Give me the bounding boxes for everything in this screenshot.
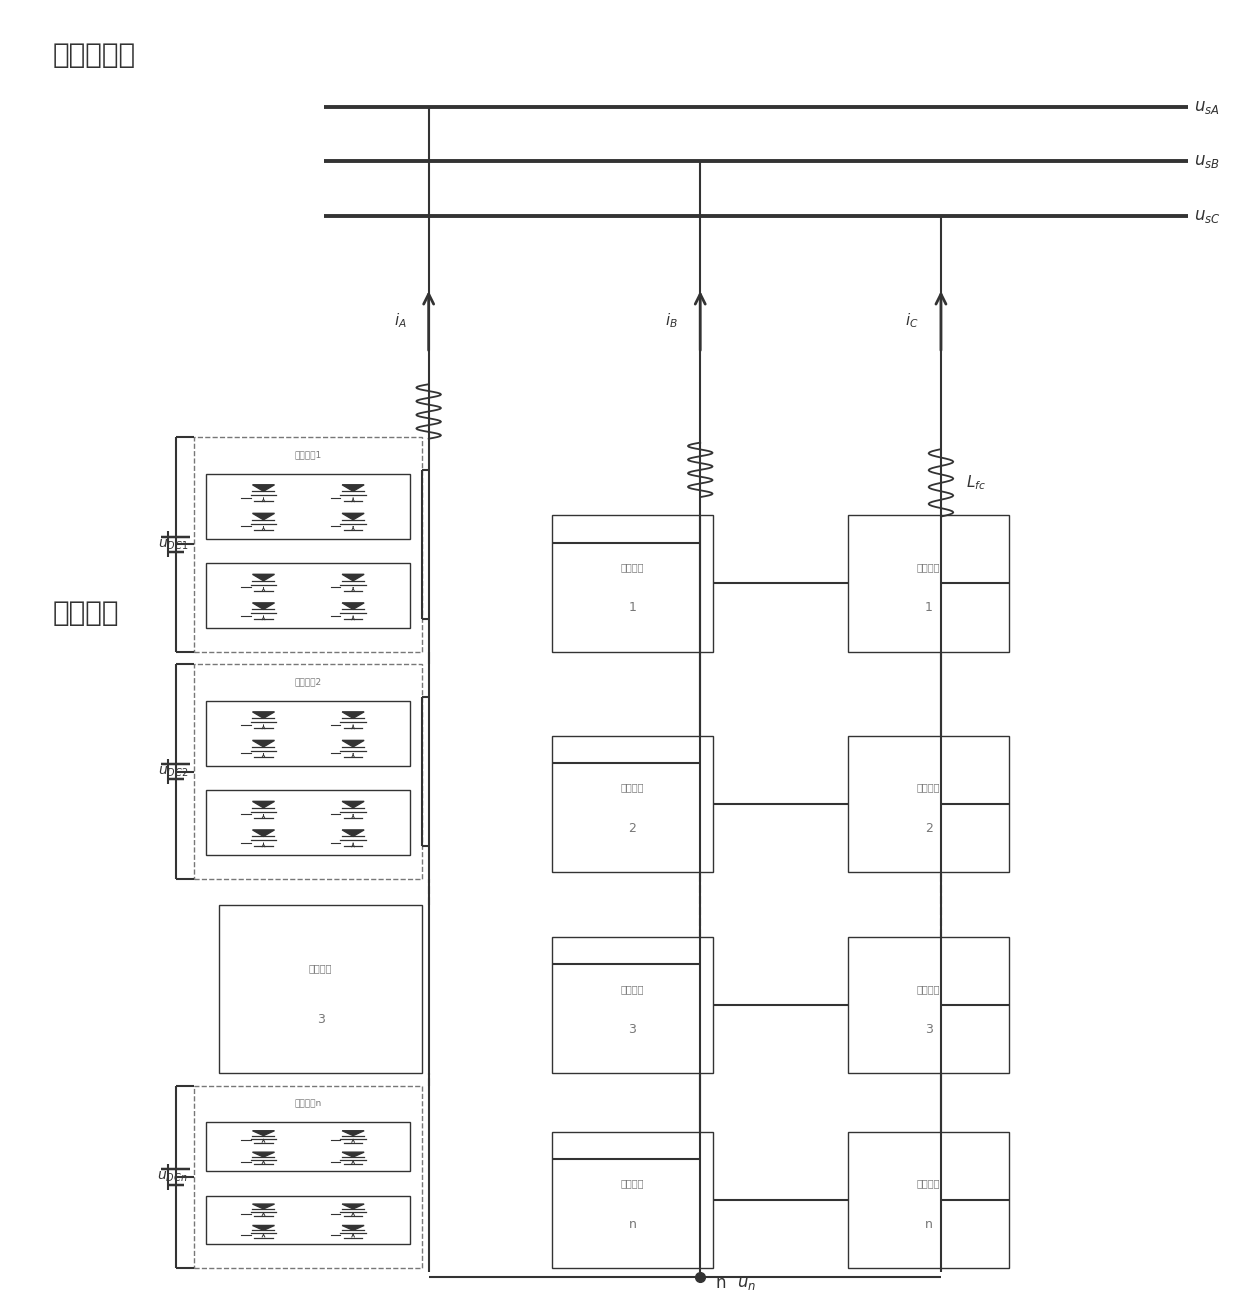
Bar <box>552 1131 713 1268</box>
Text: 换流器链n: 换流器链n <box>295 1100 322 1108</box>
Text: $u_{sB}$: $u_{sB}$ <box>1194 152 1220 171</box>
Bar <box>848 1131 1009 1268</box>
Bar <box>207 1196 410 1244</box>
Text: $i_A$: $i_A$ <box>393 311 407 330</box>
Text: 级联模块: 级联模块 <box>916 1178 940 1188</box>
Bar <box>848 736 1009 872</box>
Text: 交流系统侧: 交流系统侧 <box>52 40 135 69</box>
Text: 3: 3 <box>925 1023 932 1036</box>
Text: 换流器链1: 换流器链1 <box>295 451 322 460</box>
Polygon shape <box>253 1152 274 1157</box>
Text: $u_{DC1}$: $u_{DC1}$ <box>157 537 188 551</box>
Bar <box>207 1122 410 1171</box>
Text: n: n <box>925 1218 932 1231</box>
Polygon shape <box>253 1225 274 1230</box>
Text: n: n <box>715 1274 725 1293</box>
Text: $u_n$: $u_n$ <box>738 1274 756 1293</box>
Text: 控制模块: 控制模块 <box>620 562 644 572</box>
Text: 级联模块: 级联模块 <box>916 783 940 792</box>
Text: 控制模块: 控制模块 <box>620 1178 644 1188</box>
Polygon shape <box>342 711 365 718</box>
Polygon shape <box>342 513 365 520</box>
Polygon shape <box>253 575 274 581</box>
Text: $u_{sC}$: $u_{sC}$ <box>1194 207 1220 224</box>
Bar <box>552 937 713 1074</box>
Text: $u_{DC2}$: $u_{DC2}$ <box>157 765 188 779</box>
Text: $L_{fc}$: $L_{fc}$ <box>966 473 986 493</box>
Text: 控制模块: 控制模块 <box>620 783 644 792</box>
Text: 换流器侧: 换流器侧 <box>52 598 119 627</box>
Text: 2: 2 <box>925 822 932 835</box>
Bar <box>207 791 410 855</box>
Bar <box>207 701 410 766</box>
Polygon shape <box>342 1131 365 1136</box>
Text: $i_C$: $i_C$ <box>905 311 919 330</box>
Text: 级联模块: 级联模块 <box>916 984 940 994</box>
Bar <box>195 1087 423 1268</box>
Bar <box>552 515 713 652</box>
Text: 1: 1 <box>925 602 932 615</box>
Text: 3: 3 <box>629 1023 636 1036</box>
Text: 3: 3 <box>316 1012 325 1025</box>
Bar <box>195 438 423 652</box>
Polygon shape <box>253 740 274 747</box>
Text: 控制模块: 控制模块 <box>620 984 644 994</box>
Polygon shape <box>253 711 274 718</box>
Polygon shape <box>342 575 365 581</box>
Bar <box>218 904 423 1074</box>
Bar <box>207 563 410 628</box>
Polygon shape <box>342 740 365 747</box>
Text: 2: 2 <box>629 822 636 835</box>
Polygon shape <box>253 1204 274 1209</box>
Polygon shape <box>342 830 365 837</box>
Bar <box>552 736 713 872</box>
Text: $i_B$: $i_B$ <box>665 311 678 330</box>
Bar <box>848 937 1009 1074</box>
Polygon shape <box>342 485 365 491</box>
Polygon shape <box>253 830 274 837</box>
Text: 换流器链2: 换流器链2 <box>295 678 322 687</box>
Text: n: n <box>629 1218 636 1231</box>
Polygon shape <box>342 603 365 610</box>
Bar <box>207 474 410 538</box>
Text: $u_{DCn}$: $u_{DCn}$ <box>157 1170 188 1184</box>
Polygon shape <box>342 1204 365 1209</box>
Polygon shape <box>253 603 274 610</box>
Polygon shape <box>253 485 274 491</box>
Text: 控制模块: 控制模块 <box>309 964 332 973</box>
Bar <box>848 515 1009 652</box>
Text: 1: 1 <box>629 602 636 615</box>
Bar <box>195 665 423 878</box>
Polygon shape <box>342 1152 365 1157</box>
Polygon shape <box>342 1225 365 1230</box>
Polygon shape <box>253 1131 274 1136</box>
Polygon shape <box>253 513 274 520</box>
Polygon shape <box>253 801 274 808</box>
Polygon shape <box>342 801 365 808</box>
Text: 级联模块: 级联模块 <box>916 562 940 572</box>
Text: $u_{sA}$: $u_{sA}$ <box>1194 98 1220 116</box>
